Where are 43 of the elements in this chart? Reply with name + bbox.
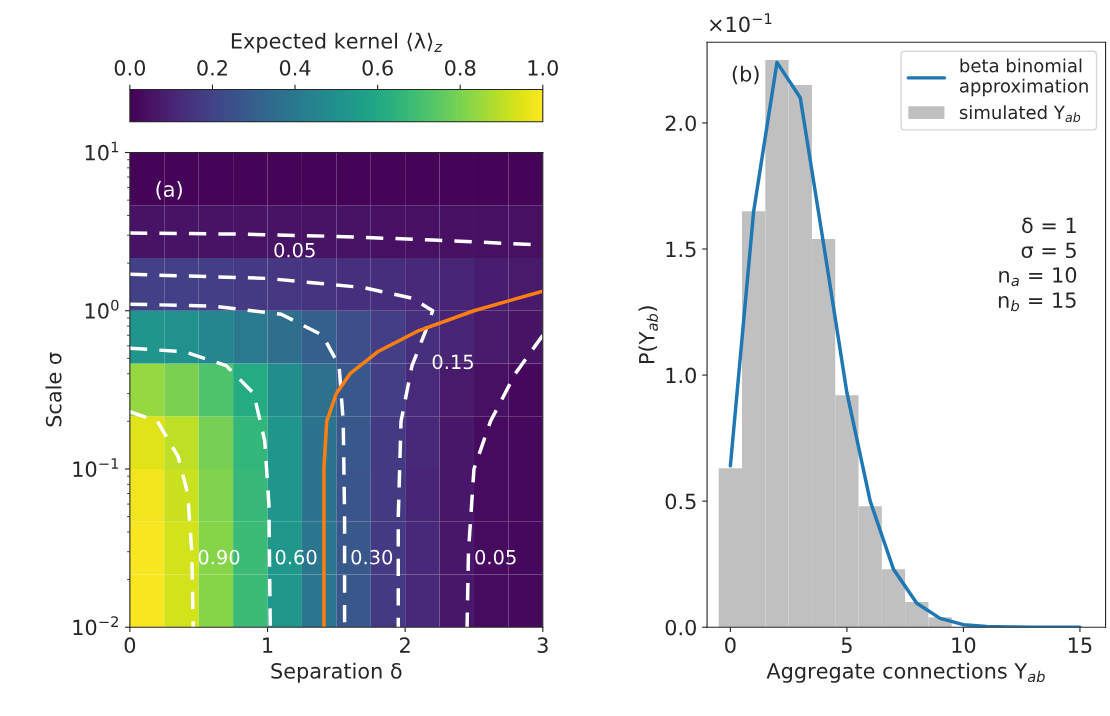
annotation: (a) bbox=[156, 181, 182, 200]
x-tick-label: 15 bbox=[1068, 637, 1092, 654]
color-bar-label: 0.4 bbox=[279, 59, 311, 76]
color-bar-label: 0.2 bbox=[197, 59, 227, 76]
x-tick-label: 0 bbox=[124, 637, 136, 654]
y-tick-label: 0.0 bbox=[665, 619, 696, 636]
y-tick-label: 0.5 bbox=[665, 493, 696, 510]
line-series bbox=[322, 289, 543, 628]
annotation: δ = 1 σ = 5 n$_{a}$ = 10 n$_{b}$ = 15 bbox=[998, 217, 1077, 312]
annotation: 0.05 bbox=[475, 549, 516, 565]
x-axis-title: Aggregate connections Y$_{ab}$ bbox=[766, 662, 1045, 683]
y-tick-label: 10$^{0}$ bbox=[85, 299, 119, 319]
color-bar-title: Expected kernel ⟨λ⟩$_{z}$ bbox=[231, 32, 443, 53]
color-bar-label: 0.6 bbox=[362, 59, 393, 76]
y-tick-label: 10$^{1}$ bbox=[85, 141, 119, 161]
y-tick-label: 2.0 bbox=[665, 115, 696, 132]
y-axis-title: P(Y$_{ab}$) bbox=[638, 306, 658, 363]
y-tick-label: 1.5 bbox=[666, 241, 696, 258]
annotation: 0.90 bbox=[198, 549, 240, 565]
color-bar-label: 1.0 bbox=[528, 59, 558, 76]
color-bar-label: 0.8 bbox=[445, 59, 476, 76]
x-tick-label: 1 bbox=[263, 637, 273, 653]
y-tick-label: 1.0 bbox=[666, 367, 696, 384]
x-tick-label: 5 bbox=[841, 637, 852, 654]
line-series bbox=[129, 410, 195, 628]
annotation: 0.05 bbox=[274, 242, 315, 258]
legend-label: simulated Y$_{ab}$ bbox=[959, 105, 1081, 123]
y-axis-title: Scale σ bbox=[45, 352, 62, 427]
annotation: (b) bbox=[732, 65, 759, 85]
text: ×10$^{−1}$ bbox=[709, 13, 772, 33]
annotation: 0.15 bbox=[432, 354, 473, 370]
legend-label: beta binomial approximation bbox=[959, 58, 1088, 97]
color-bar-label: 0.0 bbox=[114, 59, 146, 76]
x-tick-label: 10 bbox=[952, 637, 976, 654]
x-tick-label: 2 bbox=[400, 637, 410, 653]
line-series bbox=[129, 346, 272, 628]
annotation: 0.60 bbox=[275, 549, 317, 565]
y-tick-label: 10$^{−2}$ bbox=[73, 616, 118, 636]
x-tick-label: 0 bbox=[725, 637, 736, 654]
y-tick-label: 10$^{−1}$ bbox=[73, 458, 119, 478]
x-tick-label: 3 bbox=[537, 637, 548, 654]
x-axis-title: Separation δ bbox=[271, 662, 402, 683]
annotation: 0.30 bbox=[351, 549, 393, 565]
